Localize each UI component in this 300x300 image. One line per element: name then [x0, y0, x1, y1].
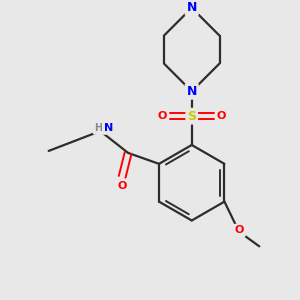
Text: O: O — [235, 225, 244, 236]
Text: H: H — [94, 123, 102, 133]
Text: O: O — [118, 181, 127, 191]
Text: S: S — [187, 110, 196, 123]
Text: O: O — [217, 111, 226, 121]
Text: N: N — [187, 1, 197, 14]
Text: N: N — [103, 123, 113, 133]
Text: O: O — [157, 111, 167, 121]
Text: N: N — [187, 85, 197, 98]
